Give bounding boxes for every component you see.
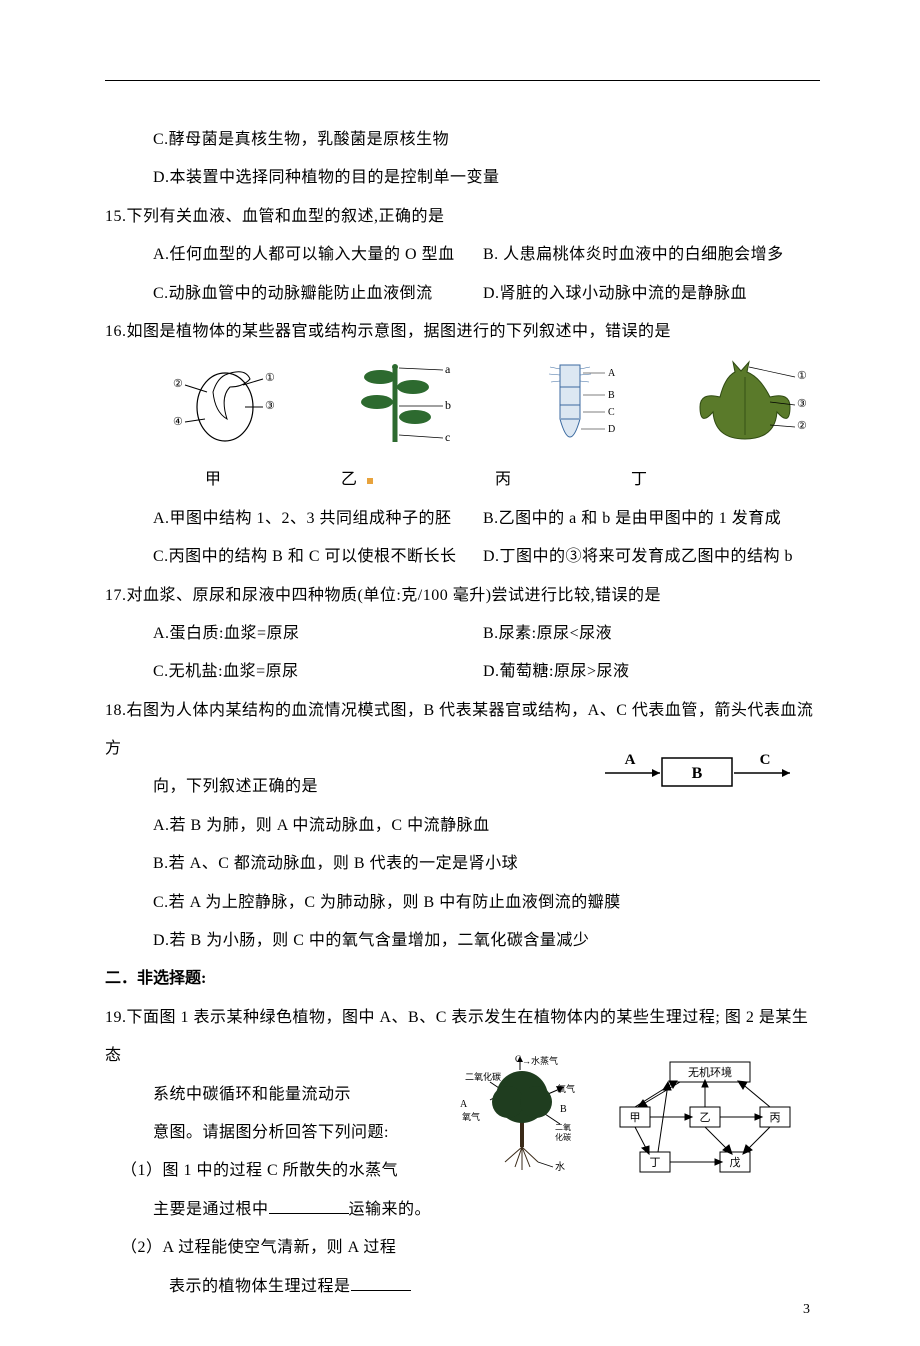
q16-row-cd: C.丙图中的结构 B 和 C 可以使根不断长长 D.丁图中的③将来可发育成乙图中… [105,538,820,576]
q18-option-b: B.若 A、C 都流动脉血，则 B 代表的一定是肾小球 [105,845,820,883]
q18-option-a: A.若 B 为肺，则 A 中流动脉血，C 中流静脉血 [105,807,820,845]
q15-row-cd: C.动脉血管中的动脉瓣能防止血液倒流 D.肾脏的入球小动脉中流的是静脉血 [105,275,820,313]
svg-text:C: C [760,752,771,768]
q15-row-ab: A.任何血型的人都可以输入大量的 O 型血 B. 人患扁桃体炎时血液中的白细胞会… [105,236,820,274]
dot-icon [367,478,373,484]
q16-fig-pistil: ① ③ ② [675,357,815,447]
svg-text:a: a [445,362,451,376]
q19-p1b-pre: 主要是通过根中 [153,1201,269,1218]
svg-text:氧气: 氧气 [462,1111,480,1122]
svg-text:①: ① [265,372,275,384]
svg-text:水: 水 [555,1161,565,1173]
q17-option-d: D.葡萄糖:原尿>尿液 [483,653,630,691]
q17-stem: 17.对血浆、原尿和尿液中四种物质(单位:克/100 毫升)尝试进行比较,错误的… [105,577,820,615]
svg-text:甲: 甲 [630,1112,641,1124]
q18-option-c: C.若 A 为上腔静脉，C 为肺动脉，则 B 中有防止血液倒流的瓣膜 [105,884,820,922]
q15-option-b: B. 人患扁桃体炎时血液中的白细胞会增多 [483,236,784,274]
q19-p2b: 表示的植物体生理过程是 [105,1268,820,1306]
q16-option-d: D.丁图中的③将来可发育成乙图中的结构 b [483,538,793,576]
svg-text:A: A [460,1099,468,1110]
blood-flow-icon: A B C [600,748,800,788]
page-number: 3 [803,1302,810,1318]
blank-input[interactable] [269,1197,349,1214]
svg-text:二氧: 二氧 [555,1122,571,1132]
q16-cap-1: 甲 [205,461,221,499]
svg-text:B: B [560,1104,567,1115]
svg-text:A: A [608,368,616,379]
svg-text:c: c [445,430,450,444]
svg-text:B: B [692,765,703,782]
svg-text:丁: 丁 [650,1157,661,1169]
svg-text:①: ① [797,370,807,382]
svg-text:→水蒸气: →水蒸气 [522,1055,558,1066]
q17-option-c: C.无机盐:血浆=原尿 [153,653,483,691]
q16-fig-branch: a b c [335,357,475,447]
q16-fig-seed: ② ① ③ ④ [165,357,305,447]
q19-p1b-post: 运输来的。 [349,1201,432,1218]
q17-row-cd: C.无机盐:血浆=原尿 D.葡萄糖:原尿>尿液 [105,653,820,691]
q17-row-ab: A.蛋白质:血浆=原尿 B.尿素:原尿<尿液 [105,615,820,653]
svg-text:②: ② [173,378,183,390]
q16-option-c: C.丙图中的结构 B 和 C 可以使根不断长长 [153,538,483,576]
q18-option-d: D.若 B 为小肠，则 C 中的氧气含量增加，二氧化碳含量减少 [105,922,820,960]
top-rule [105,80,820,81]
svg-text:④: ④ [173,416,183,428]
svg-text:D: D [608,424,615,435]
svg-text:二氧化碳: 二氧化碳 [465,1071,501,1082]
svg-text:C: C [608,407,615,418]
root-tip-icon: A B C D [505,357,645,447]
blank-input[interactable] [351,1274,411,1291]
q16-cap-3: 丙 [495,461,511,499]
svg-text:③: ③ [797,398,807,410]
q18-diagram: A B C [600,748,800,793]
q19-p2b-pre: 表示的植物体生理过程是 [169,1278,351,1295]
seed-icon: ② ① ③ ④ [165,357,305,447]
svg-text:③: ③ [265,400,275,412]
q19-p1b: 主要是通过根中 运输来的。 [105,1191,820,1229]
svg-text:②: ② [797,420,807,432]
q17-option-b: B.尿素:原尿<尿液 [483,615,612,653]
svg-text:A: A [625,752,636,768]
q16-cap-2: 乙 [341,461,375,499]
svg-text:丙: 丙 [770,1112,781,1124]
svg-text:无机环境: 无机环境 [688,1065,732,1079]
svg-text:化碳: 化碳 [555,1132,571,1142]
q16-row-ab: A.甲图中结构 1、2、3 共同组成种子的胚 B.乙图中的 a 和 b 是由甲图… [105,500,820,538]
q16-option-a: A.甲图中结构 1、2、3 共同组成种子的胚 [153,500,483,538]
q17-option-a: A.蛋白质:血浆=原尿 [153,615,483,653]
q15-option-a: A.任何血型的人都可以输入大量的 O 型血 [153,236,483,274]
pistil-icon: ① ③ ② [675,357,815,447]
q16-captions: 甲 乙 丙 丁 [105,461,820,499]
svg-text:乙: 乙 [700,1111,711,1124]
svg-text:戊: 戊 [730,1156,741,1169]
q16-option-b: B.乙图中的 a 和 b 是由甲图中的 1 发育成 [483,500,781,538]
ecosystem-icon: C →水蒸气 二氧化碳 氧气 A B 氧气 二氧 化碳 [460,1052,800,1182]
q14-option-c: C.酵母菌是真核生物，乳酸菌是原核生物 [105,121,820,159]
svg-text:B: B [608,390,615,401]
q15-option-c: C.动脉血管中的动脉瓣能防止血液倒流 [153,275,483,313]
svg-text:b: b [445,398,451,412]
section-2-heading: 二．非选择题: [105,960,820,998]
q19-diagram: C →水蒸气 二氧化碳 氧气 A B 氧气 二氧 化碳 [460,1052,800,1187]
q16-cap-4: 丁 [631,461,647,499]
q16-fig-root: A B C D [505,357,645,447]
q19-p2a: （2）A 过程能使空气清新，则 A 过程 [105,1229,820,1267]
branch-icon: a b c [335,357,475,447]
q15-option-d: D.肾脏的入球小动脉中流的是静脉血 [483,275,747,313]
q16-stem: 16.如图是植物体的某些器官或结构示意图，据图进行的下列叙述中，错误的是 [105,313,820,351]
q16-figures: ② ① ③ ④ a b c [105,357,820,447]
q14-option-d: D.本装置中选择同种植物的目的是控制单一变量 [105,159,820,197]
q15-stem: 15.下列有关血液、血管和血型的叙述,正确的是 [105,198,820,236]
